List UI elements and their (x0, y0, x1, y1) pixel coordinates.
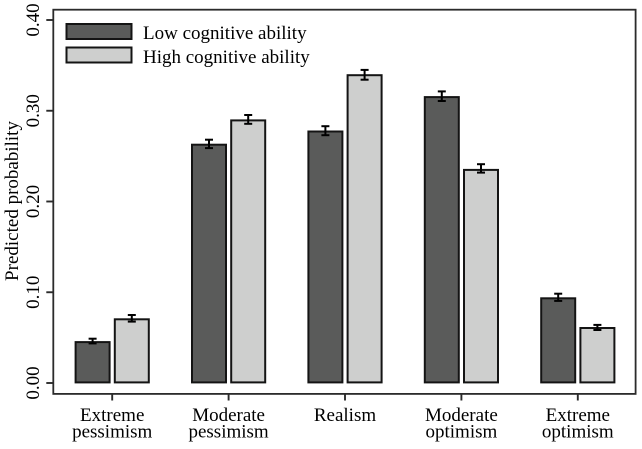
svg-text:Low cognitive ability: Low cognitive ability (143, 23, 307, 44)
svg-text:0.20: 0.20 (23, 185, 44, 218)
svg-text:0.40: 0.40 (23, 3, 44, 36)
svg-text:Realism: Realism (314, 405, 376, 426)
svg-text:0.30: 0.30 (23, 94, 44, 127)
svg-text:Predicted probability: Predicted probability (2, 121, 23, 281)
svg-text:0.10: 0.10 (23, 276, 44, 309)
svg-text:High cognitive ability: High cognitive ability (143, 47, 310, 68)
svg-text:0.00: 0.00 (23, 366, 44, 399)
